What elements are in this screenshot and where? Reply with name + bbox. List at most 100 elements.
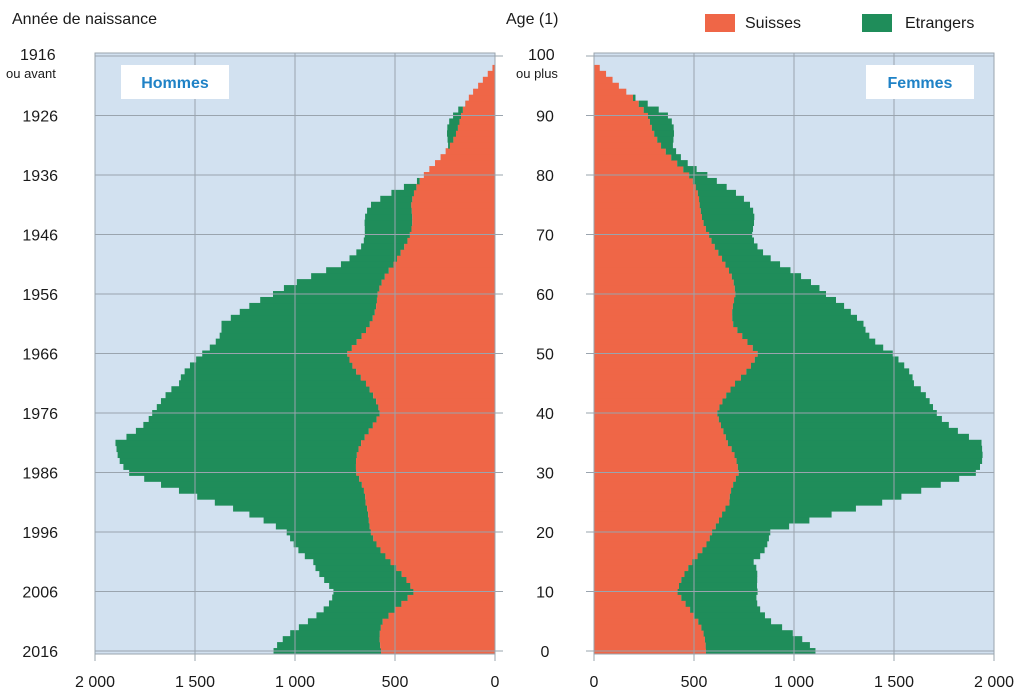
femmes-etrangers-bar [692,177,717,185]
hommes-suisses-bar [379,636,495,643]
femmes-suisses-bar [594,499,730,506]
year-tick-label: 1956 [22,287,58,304]
hommes-suisses-bar [388,612,495,619]
femmes-suisses-bar [594,564,689,572]
hommes-suisses-bar [416,183,495,191]
femmes-suisses-bar [594,338,748,345]
femmes-etrangers-bar [747,338,876,345]
age-tick-top-sublabel: ou plus [516,66,558,81]
hommes-etrangers-bar [316,612,389,619]
left-axis-title: Année de naissance [12,11,157,28]
femmes-etrangers-bar [695,183,727,191]
femmes-suisses-bar [594,308,733,316]
x-tick-label-hommes: 1 500 [175,674,215,691]
hommes-suisses-bar [352,362,495,369]
hommes-suisses-bar [473,88,495,96]
hommes-suisses-bar [410,582,495,589]
femmes-etrangers-bar [709,534,769,542]
hommes-etrangers-bar [260,296,377,304]
femmes-etrangers-bar [734,285,820,292]
hommes-suisses-bar [356,368,495,375]
hommes-suisses-bar [394,606,495,613]
hommes-suisses-bar [374,308,495,316]
hommes-suisses-bar [492,64,495,72]
hommes-suisses-bar [376,302,495,310]
femmes-suisses-bar [594,177,693,185]
femmes-etrangers-bar [694,612,765,619]
hommes-etrangers-bar [367,207,412,215]
hommes-suisses-bar [404,243,495,250]
hommes-etrangers-bar [307,618,383,625]
hommes-etrangers-bar [215,338,357,345]
plot-frame [94,52,496,655]
femmes-etrangers-bar [740,374,913,381]
femmes-etrangers-bar [732,314,858,322]
hommes-etrangers-bar [371,201,412,209]
hommes-etrangers-bar [178,487,364,494]
x-tick-label-femmes: 1 000 [774,674,814,691]
hommes-etrangers-bar [416,177,420,185]
femmes-etrangers-bar [734,296,837,304]
hommes-etrangers-bar [219,332,362,340]
hommes-suisses-bar [376,415,495,423]
femmes-etrangers-bar [657,136,674,143]
age-tick-top: 100 [528,47,555,64]
hommes-suisses-bar [372,421,495,429]
hommes-suisses-bar [372,314,495,322]
femmes-suisses-bar [594,600,686,607]
femmes-suisses-bar [594,213,702,221]
year-tick-label: 1966 [22,347,58,364]
hommes-suisses-bar [396,255,495,262]
hommes-etrangers-bar [148,415,377,423]
hommes-suisses-bar [393,261,495,268]
femmes-etrangers-bar [731,445,983,453]
femmes-etrangers-bar [719,404,933,411]
hommes-suisses-bar [368,517,495,524]
femmes-etrangers-bar [718,415,942,423]
hommes-etrangers-bar [197,493,366,500]
hommes-suisses-bar [482,76,495,84]
hommes-etrangers-bar [123,463,356,470]
femmes-etrangers-bar [703,219,755,226]
panel-label-femmes-text: Femmes [888,75,953,92]
legend-label-suisses: Suisses [745,15,801,32]
hommes-suisses-bar [356,338,495,345]
hommes-suisses-bar [368,427,495,435]
hommes-suisses-bar [457,124,495,131]
femmes-suisses-bar [594,368,747,375]
hommes-suisses-bar [407,237,495,244]
legend: Suisses Etrangers [705,14,974,32]
femmes-suisses-bar [594,386,731,393]
hommes-etrangers-bar [144,475,360,482]
hommes-etrangers-bar [135,427,369,435]
hommes-suisses-bar [379,630,495,637]
year-tick-label: 1986 [22,466,58,483]
femmes-suisses-bar [594,142,662,149]
hommes-etrangers-bar [458,106,463,113]
femmes-suisses-bar [594,392,727,399]
hommes-etrangers-bar [179,380,366,387]
femmes-etrangers-bar [701,213,755,221]
hommes-suisses-bar [419,177,495,185]
femmes-suisses-bar [594,118,650,125]
femmes-suisses-bar [594,570,685,578]
femmes-suisses-bar [594,463,738,470]
femmes-suisses-bar [594,249,719,256]
femmes-suisses-bar [594,302,733,310]
femmes-etrangers-bar [701,624,783,631]
femmes-etrangers-bar [729,493,902,500]
femmes-etrangers-bar [681,594,757,601]
hommes-etrangers-bar [449,118,460,125]
femmes-etrangers-bar [654,130,674,137]
femmes-etrangers-bar [722,255,771,262]
hommes-suisses-bar [407,594,495,601]
femmes-etrangers-bar [661,142,673,149]
femmes-suisses-bar [594,427,724,435]
hommes-suisses-bar [487,70,495,78]
femmes-etrangers-bar [698,618,772,625]
hommes-etrangers-bar [447,130,456,137]
femmes-etrangers-bar [697,189,736,197]
hommes-suisses-bar [360,374,495,381]
hommes-suisses-bar [390,558,495,566]
hommes-etrangers-bar [189,362,353,369]
